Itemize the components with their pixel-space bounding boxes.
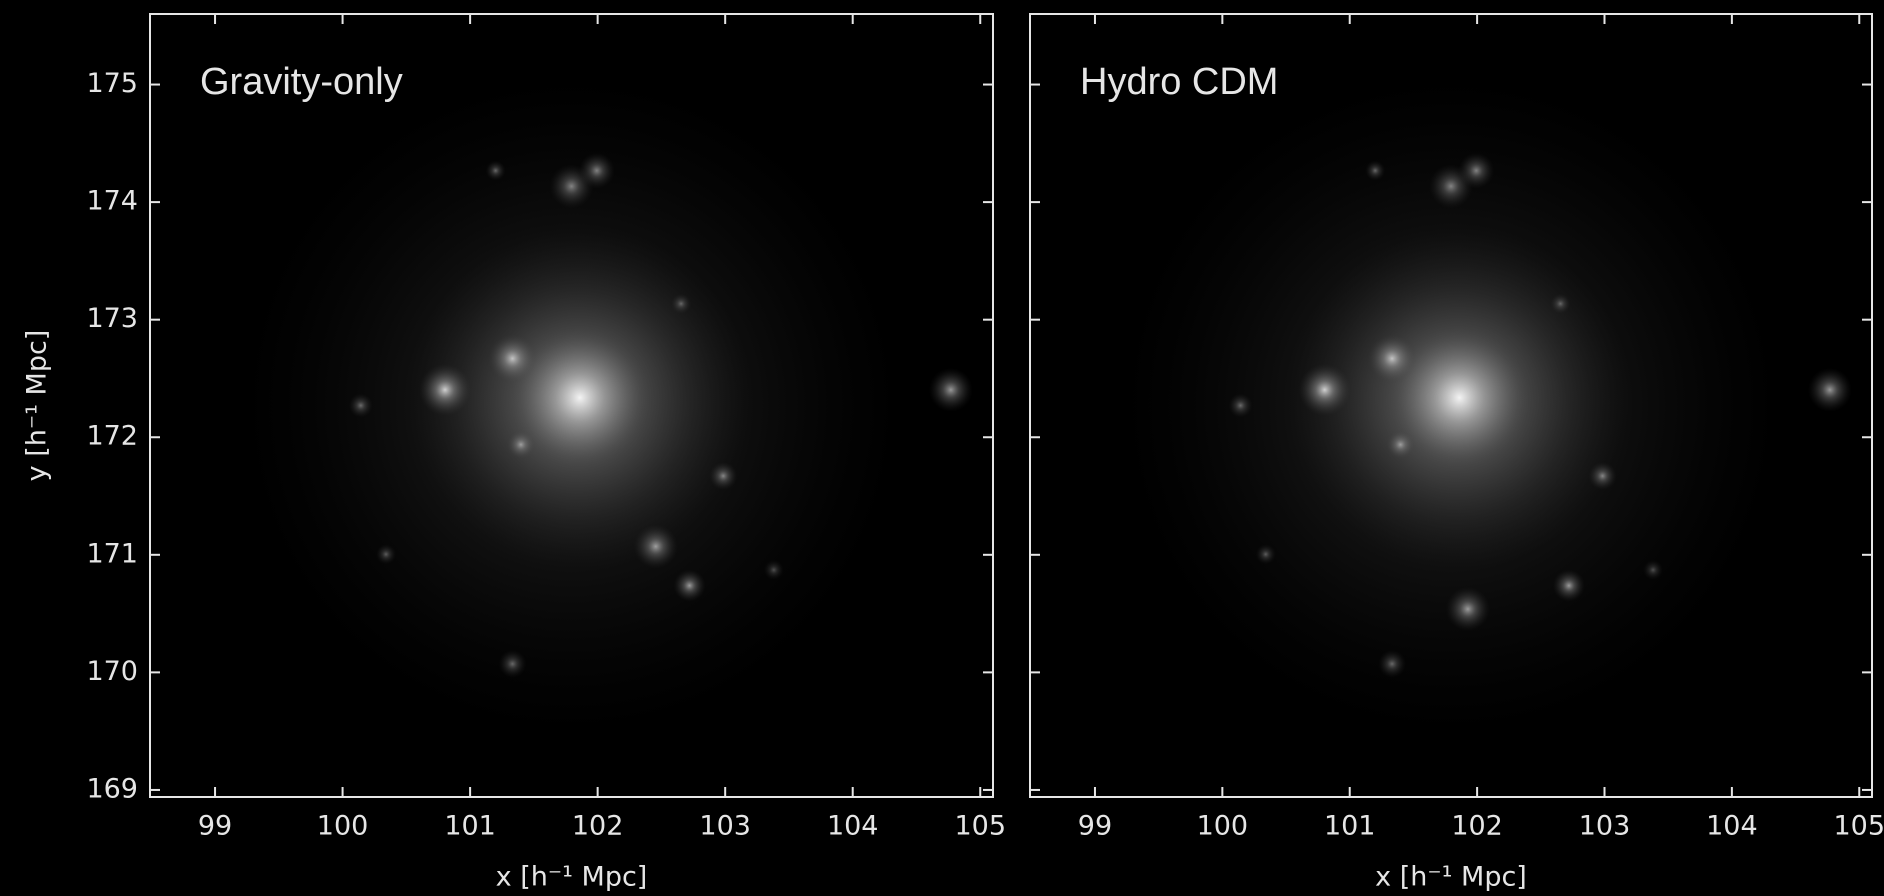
y-tick-label: 170 (86, 656, 138, 687)
x-axis-label: x [h⁻¹ Mpc] (1375, 862, 1527, 893)
density-glow (1229, 394, 1253, 418)
x-tick-label: 102 (572, 811, 624, 842)
figure: 99 100 101 102 103 104 105 169 170 171 172 173 174 17… (0, 0, 1884, 896)
panel-title: Hydro CDM (1080, 61, 1278, 103)
x-tick-label: 105 (954, 811, 1006, 842)
density-glow (1365, 161, 1385, 181)
density-glow (1458, 153, 1494, 189)
density-glow (419, 364, 471, 416)
density-glow (674, 570, 706, 602)
density-glow (1446, 587, 1490, 631)
density-glow (488, 335, 536, 383)
x-tick-label: 104 (1706, 811, 1758, 842)
density-glow (764, 560, 784, 580)
x-tick-label: 100 (317, 811, 369, 842)
density-glow (1386, 431, 1414, 459)
x-tick-label: 104 (827, 811, 879, 842)
x-tick-label: 103 (1579, 811, 1631, 842)
y-tick-label: 175 (86, 68, 138, 99)
x-axis-label: x [h⁻¹ Mpc] (496, 862, 648, 893)
density-glow (929, 368, 973, 412)
y-axis-label: y [h⁻¹ Mpc] (22, 330, 53, 482)
density-glow (1589, 462, 1617, 490)
x-tick-label: 100 (1197, 811, 1249, 842)
panel-title: Gravity-only (200, 61, 403, 103)
density-glow (376, 544, 396, 564)
x-tick-label: 102 (1451, 811, 1503, 842)
density-glow (1368, 335, 1416, 383)
x-tick-label: 99 (1078, 811, 1112, 842)
density-glow (1643, 560, 1663, 580)
density-glow (1299, 364, 1351, 416)
x-tick-label: 99 (198, 811, 232, 842)
density-glow (507, 431, 535, 459)
density-glow (1808, 368, 1852, 412)
density-glow (1550, 294, 1570, 314)
density-glow (1553, 570, 1585, 602)
y-tick-label: 172 (86, 421, 138, 452)
x-tick-label: 103 (699, 811, 751, 842)
density-glow (349, 394, 373, 418)
density-glow (498, 650, 526, 678)
density-glow (486, 161, 506, 181)
x-tick-label: 105 (1833, 811, 1884, 842)
density-glow (709, 462, 737, 490)
density-glow (634, 524, 678, 568)
y-tick-label: 173 (86, 303, 138, 334)
density-glow (1256, 544, 1276, 564)
y-tick-label: 174 (86, 186, 138, 217)
density-glow (671, 294, 691, 314)
y-tick-label: 169 (86, 773, 138, 804)
x-tick-label: 101 (444, 811, 496, 842)
density-glow (1378, 650, 1406, 678)
x-tick-label: 101 (1324, 811, 1376, 842)
density-glow (579, 153, 615, 189)
y-tick-label: 171 (86, 538, 138, 569)
